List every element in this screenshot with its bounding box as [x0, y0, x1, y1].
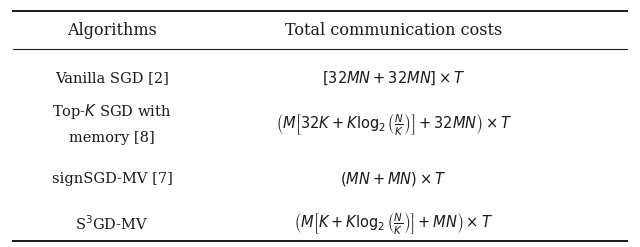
Text: Top-$K$ SGD with: Top-$K$ SGD with [52, 102, 172, 121]
Text: $(MN + MN) \times T$: $(MN + MN) \times T$ [340, 170, 447, 188]
Text: memory [8]: memory [8] [69, 131, 155, 145]
Text: Vanilla SGD [2]: Vanilla SGD [2] [55, 71, 169, 85]
Text: Total communication costs: Total communication costs [285, 22, 502, 39]
Text: Algorithms: Algorithms [67, 22, 157, 39]
Text: $\left(M\left[K + K\log_2\left(\frac{N}{K}\right)\right] + MN\right) \times T$: $\left(M\left[K + K\log_2\left(\frac{N}{… [294, 210, 493, 237]
Text: $\left(M\left[32K + K\log_2\left(\frac{N}{K}\right)\right] + 32MN\right) \times : $\left(M\left[32K + K\log_2\left(\frac{N… [275, 112, 512, 138]
Text: S$^3$GD-MV: S$^3$GD-MV [76, 214, 148, 233]
Text: $[32MN + 32MN] \times T$: $[32MN + 32MN] \times T$ [322, 69, 465, 86]
Text: signSGD-MV [7]: signSGD-MV [7] [52, 172, 172, 186]
